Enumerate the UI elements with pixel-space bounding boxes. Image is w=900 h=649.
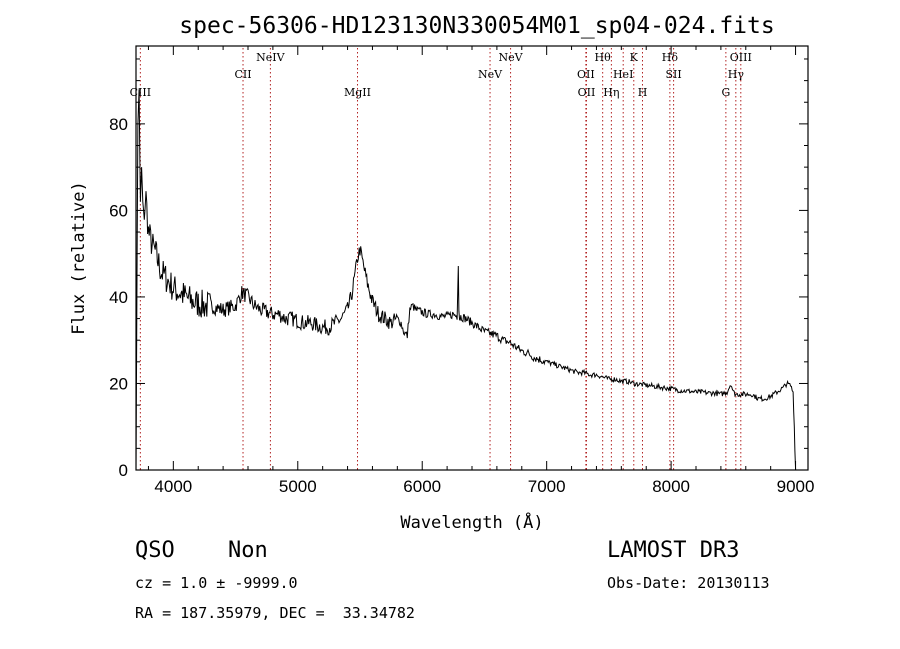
obs-date: Obs-Date: 20130113 <box>607 574 770 592</box>
line-label-0: CIII <box>130 86 151 99</box>
y-tick-label-60: 60 <box>109 201 128 220</box>
line-label-1: CII <box>234 68 251 81</box>
redshift-readout: cz = 1.0 ± -9999.0 <box>135 574 298 592</box>
line-label-13: Hδ <box>662 51 679 64</box>
line-label-6: OII <box>577 68 595 81</box>
line-label-5: NeV <box>499 51 524 64</box>
y-tick-label-80: 80 <box>109 115 128 134</box>
x-tick-label-9000: 9000 <box>777 477 815 496</box>
line-label-7: OII <box>578 86 596 99</box>
survey-label: LAMOST DR3 <box>607 538 740 563</box>
y-tick-label-0: 0 <box>119 461 128 480</box>
line-label-10: HeI <box>613 68 633 81</box>
object-class: QSO <box>135 538 175 563</box>
line-label-12: H <box>638 86 648 99</box>
x-tick-label-7000: 7000 <box>528 477 566 496</box>
line-label-9: Hη <box>603 86 619 99</box>
y-tick-label-20: 20 <box>109 374 128 393</box>
x-tick-label-6000: 6000 <box>403 477 441 496</box>
line-label-8: Hθ <box>595 51 612 64</box>
line-label-2: NeIV <box>256 51 285 64</box>
chart-title: spec-56306-HD123130N330054M01_sp04-024.f… <box>179 13 774 39</box>
line-label-16: Hγ <box>728 68 745 81</box>
line-label-4: NeV <box>478 68 503 81</box>
coordinates-readout: RA = 187.35979, DEC = 33.34782 <box>135 604 415 622</box>
y-axis-label: Flux (relative) <box>69 181 89 335</box>
spectrum-line <box>135 89 797 471</box>
line-label-3: MgII <box>344 86 371 99</box>
object-subclass: Non <box>228 538 268 563</box>
x-tick-label-5000: 5000 <box>279 477 317 496</box>
y-tick-label-40: 40 <box>109 288 128 307</box>
line-label-11: K <box>630 51 639 64</box>
line-label-14: SII <box>665 68 681 81</box>
plot-frame <box>135 45 809 471</box>
x-tick-label-8000: 8000 <box>652 477 690 496</box>
x-axis-label: Wavelength (Å) <box>400 511 543 533</box>
x-tick-label-4000: 4000 <box>154 477 192 496</box>
line-label-17: OIII <box>730 51 752 64</box>
line-label-15: G <box>721 86 730 99</box>
